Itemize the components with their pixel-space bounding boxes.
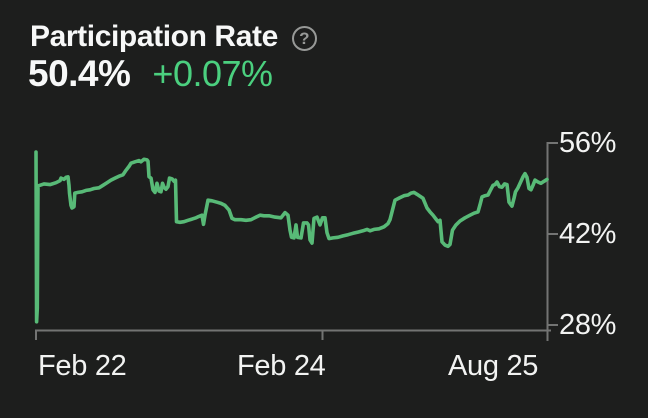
x-axis-label-feb22: Feb 22 [38, 350, 127, 382]
question-mark-glyph: ? [299, 28, 310, 48]
header: Participation Rate ? [30, 20, 317, 54]
x-axis-label-aug25: Aug 25 [448, 350, 539, 382]
page-title: Participation Rate [30, 20, 278, 53]
value-row: 50.4% +0.07% [28, 53, 273, 95]
y-axis-label-28: 28% [559, 309, 617, 341]
y-axis-label-42: 42% [559, 218, 617, 250]
change-value: +0.07% [152, 53, 273, 94]
series-line [34, 150, 549, 324]
help-icon[interactable]: ? [291, 25, 317, 51]
y-axis-label-56: 56% [559, 127, 617, 159]
x-axis-label-feb24: Feb 24 [237, 350, 326, 382]
current-value: 50.4% [28, 53, 131, 94]
